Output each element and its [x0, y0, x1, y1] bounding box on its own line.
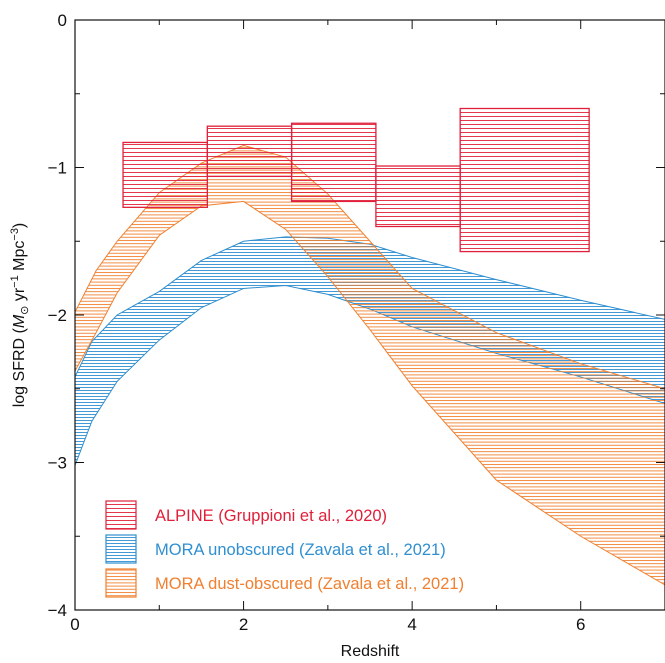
x-axis-label: Redshift	[341, 643, 400, 660]
x-tick-label: 0	[70, 615, 79, 634]
y-axis-label-prefix: log SFRD (	[11, 327, 28, 407]
series-1-band	[75, 236, 665, 466]
y-axis-label-exp2: −3	[9, 228, 21, 241]
alpine-box-2	[290, 122, 377, 203]
y-tick-label: −1	[48, 159, 67, 178]
x-tick-label: 2	[239, 615, 248, 634]
legend-label-2: MORA dust-obscured (Zavala et al., 2021)	[155, 575, 464, 593]
y-axis-label: log SFRD (M⊙ yr−1 Mpc−3)	[9, 223, 31, 408]
legend-swatch-0	[105, 500, 137, 530]
y-axis-label-mpc: Mpc	[11, 241, 28, 276]
legend-label-1: MORA unobscured (Zavala et al., 2021)	[155, 541, 446, 559]
y-axis-label-suffix: )	[11, 223, 28, 228]
y-tick-label: −3	[48, 454, 67, 473]
y-axis-label-sun: ⊙	[19, 306, 31, 315]
y-axis-label-exp1: −1	[9, 275, 21, 288]
y-axis-label-yr: yr	[11, 287, 28, 305]
legend-label-0: ALPINE (Gruppioni et al., 2020)	[155, 507, 387, 525]
legend-swatch-2	[105, 568, 137, 598]
alpine-box-4	[459, 107, 590, 253]
x-tick-label: 4	[407, 615, 416, 634]
axes: 0 2 4 6 −4 −3 −2 −1 0	[48, 11, 665, 634]
y-tick-label: 0	[58, 11, 67, 30]
y-axis-label-m: M	[11, 314, 28, 328]
x-tick-label: 6	[576, 615, 585, 634]
legend-swatch-1	[105, 534, 137, 564]
alpine-box-0	[122, 141, 208, 208]
alpine-box-3	[375, 165, 461, 228]
plot-area	[75, 107, 665, 586]
y-tick-label: −4	[48, 601, 67, 620]
y-tick-label: −2	[48, 306, 67, 325]
legend: ALPINE (Gruppioni et al., 2020) MORA unob…	[105, 500, 464, 598]
alpine-box-1	[206, 125, 293, 177]
